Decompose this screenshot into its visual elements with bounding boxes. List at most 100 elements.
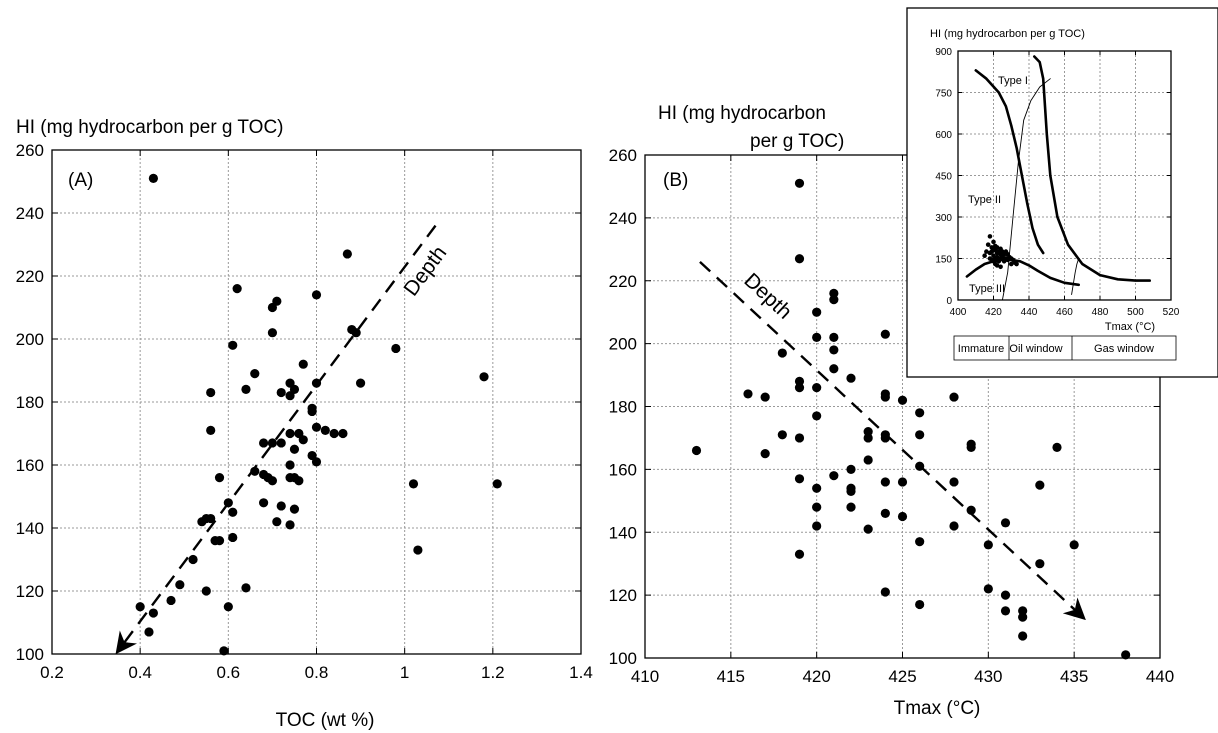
data-point [214, 473, 225, 483]
x-tick-label: 440 [1021, 307, 1038, 318]
inset: HI (mg hydrocarbon per g TOC) 400 420 440 4… [906, 7, 1218, 378]
data-point [408, 479, 419, 489]
y-tick-label: 120 [609, 586, 637, 605]
data-point [949, 521, 959, 531]
inset-curve-label-type-ii: Type II [968, 194, 1001, 206]
data-point [777, 348, 787, 358]
data-point [829, 471, 839, 481]
data-point [492, 479, 502, 489]
data-point [829, 288, 839, 298]
data-point [949, 392, 959, 402]
y-tick-label: 600 [935, 130, 952, 141]
data-point [289, 444, 300, 454]
data-point [998, 264, 1003, 270]
y-tick-label: 240 [16, 204, 44, 223]
data-point [1018, 612, 1028, 622]
data-point [829, 364, 839, 374]
data-point [794, 376, 805, 386]
data-point [915, 430, 925, 440]
data-point [991, 239, 996, 245]
data-point [794, 178, 805, 188]
y-tick-label: 750 [935, 89, 952, 100]
data-point [276, 501, 286, 511]
y-tick-label: 160 [609, 460, 637, 479]
data-point [267, 476, 278, 486]
data-point [307, 406, 317, 417]
data-point [794, 549, 805, 559]
data-point [812, 502, 822, 512]
data-point [915, 537, 925, 547]
data-point [175, 580, 185, 590]
data-point [413, 545, 423, 555]
maturity-zone-gas-window: Gas window [1094, 343, 1154, 355]
data-point [863, 433, 873, 443]
data-point [298, 359, 308, 369]
data-point [994, 245, 1000, 250]
data-point [201, 586, 211, 596]
data-point [812, 521, 822, 531]
inset-curve-4 [1001, 78, 1051, 301]
panel-a-depth-arrow: Depth [115, 224, 451, 655]
y-tick-label: 180 [609, 398, 637, 417]
data-point [206, 513, 216, 524]
y-tick-label: 220 [16, 267, 44, 286]
data-point [223, 602, 233, 612]
data-point [228, 507, 238, 517]
data-point [966, 505, 976, 515]
y-tick-label: 140 [16, 519, 44, 538]
x-tick-label: 420 [985, 307, 1002, 318]
data-point [794, 474, 805, 484]
data-point [880, 508, 890, 518]
panel-b-y-tick-labels: 100 120 140 160 180 200 220 240 260 [609, 146, 637, 668]
depth-arrow-line [115, 224, 437, 655]
data-point [285, 428, 295, 439]
data-point [983, 584, 993, 594]
data-point [148, 173, 158, 183]
x-tick-label: 415 [717, 667, 745, 686]
panel-a-gridlines [52, 150, 581, 654]
data-point [259, 438, 269, 448]
panel-a-points [135, 173, 502, 656]
inset-y-axis-label: HI (mg hydrocarbon per g TOC) [930, 28, 1085, 40]
data-point [289, 504, 300, 514]
panel-b: 410 415 420 425 430 435 440 100 120 140 160 180 200… [609, 103, 1175, 719]
depth-label: Depth [739, 269, 796, 324]
panel-b-label: (B) [663, 170, 688, 191]
y-tick-label: 260 [609, 146, 637, 165]
data-point [223, 498, 233, 508]
data-point [166, 595, 176, 606]
data-point [863, 427, 873, 437]
data-point [329, 428, 339, 439]
data-point [135, 602, 145, 612]
y-tick-label: 200 [16, 330, 44, 349]
data-point [250, 369, 260, 379]
data-point [949, 477, 959, 487]
data-point [311, 290, 322, 300]
data-point [320, 425, 330, 435]
data-point [982, 253, 987, 259]
inset-y-tick-labels: 0 150 300 450 600 750 900 [935, 47, 952, 307]
data-point [241, 384, 251, 394]
y-tick-label: 260 [16, 141, 44, 160]
panel-b-x-tick-labels: 410 415 420 425 430 435 440 [631, 667, 1174, 686]
x-tick-label: 0.8 [305, 663, 329, 682]
inset-curve-1 [974, 69, 1045, 255]
data-point [915, 408, 925, 418]
data-point [812, 307, 822, 317]
x-tick-label: 440 [1146, 667, 1174, 686]
inset-curve-2 [1033, 55, 1151, 282]
x-tick-label: 1 [400, 663, 409, 682]
data-point [188, 554, 198, 565]
data-point [812, 483, 822, 493]
data-point [880, 430, 890, 440]
data-point [760, 449, 770, 459]
data-point [743, 389, 753, 399]
inset-x-axis-label: Tmax (°C) [1105, 321, 1155, 333]
data-point [863, 455, 873, 465]
x-tick-label: 400 [950, 307, 967, 318]
data-point [311, 457, 322, 467]
y-tick-label: 900 [935, 47, 952, 58]
x-tick-label: 435 [1060, 667, 1088, 686]
data-point [197, 517, 207, 527]
